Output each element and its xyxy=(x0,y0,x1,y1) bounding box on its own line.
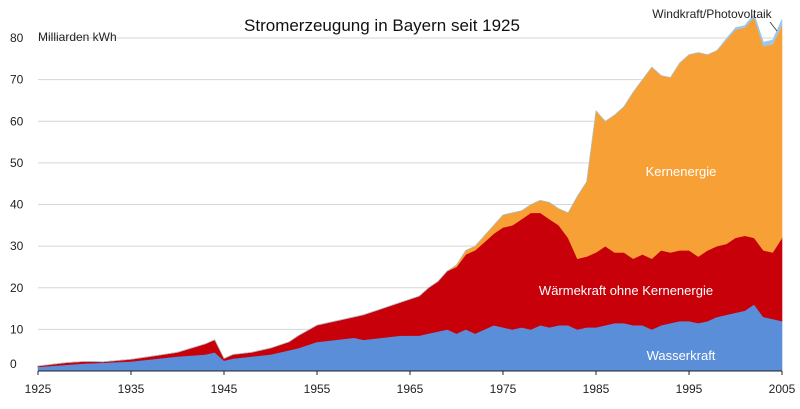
label-wasserkraft: Wasserkraft xyxy=(647,348,716,363)
grid-lines xyxy=(38,37,782,330)
x-tick-label: 1975 xyxy=(490,382,517,396)
windkraft-leader-line xyxy=(769,21,778,32)
label-kernenergie: Kernenergie xyxy=(646,164,717,179)
x-tick-label: 1995 xyxy=(676,382,703,396)
y-tick-label: 70 xyxy=(10,73,24,87)
x-tick-label: 1965 xyxy=(397,382,424,396)
y-tick-label: 60 xyxy=(10,114,24,128)
x-tick-label: 1985 xyxy=(583,382,610,396)
x-tick-labels: 1925 1935 1945 1955 1965 1975 1985 1995 2005 xyxy=(25,371,796,396)
label-waermekraft: Wärmekraft ohne Kernenergie xyxy=(539,283,713,298)
x-tick-label: 1945 xyxy=(211,382,238,396)
area-series xyxy=(37,13,783,372)
area-windkraft-photovoltaik xyxy=(37,13,783,367)
y-tick-label: 0 xyxy=(10,357,17,371)
y-tick-label: 20 xyxy=(10,281,24,295)
y-tick-label: 30 xyxy=(10,239,24,253)
chart-title: Stromerzeugung in Bayern seit 1925 xyxy=(244,16,520,35)
x-tick-label: 1955 xyxy=(304,382,331,396)
y-tick-label: 50 xyxy=(10,156,24,170)
y-tick-label: 40 xyxy=(10,198,24,212)
y-tick-label: 80 xyxy=(10,31,24,45)
label-windkraft-photovoltaik: Windkraft/Photovoltaik xyxy=(652,7,772,21)
y-tick-label: 10 xyxy=(10,322,24,336)
y-tick-labels: 0 10 20 30 40 50 60 70 80 xyxy=(10,31,24,371)
x-tick-label: 1925 xyxy=(25,382,52,396)
y-axis-label: Milliarden kWh xyxy=(38,30,117,44)
x-tick-label: 1935 xyxy=(118,382,145,396)
x-tick-label: 2005 xyxy=(769,382,796,396)
